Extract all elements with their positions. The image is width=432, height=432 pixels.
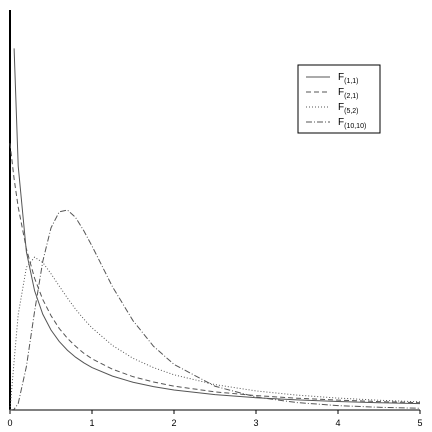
x-tick-label: 2	[171, 418, 176, 428]
x-tick-label: 5	[417, 418, 422, 428]
x-tick-label: 3	[253, 418, 258, 428]
series-line	[9, 209, 421, 411]
series-line	[9, 256, 421, 411]
x-tick-label: 0	[7, 418, 12, 428]
legend-label: F(5,2)	[338, 102, 359, 115]
x-tick-label: 1	[89, 418, 94, 428]
series-line	[9, 143, 421, 404]
legend-label: F(1,1)	[338, 72, 359, 85]
legend-label: F(2,1)	[338, 87, 359, 100]
series-line	[13, 48, 421, 405]
x-tick-label: 4	[335, 418, 340, 428]
legend: F(1,1) F(2,1) F(5,2) F(10,10)	[297, 64, 381, 134]
legend-label: F(10,10)	[338, 117, 366, 130]
